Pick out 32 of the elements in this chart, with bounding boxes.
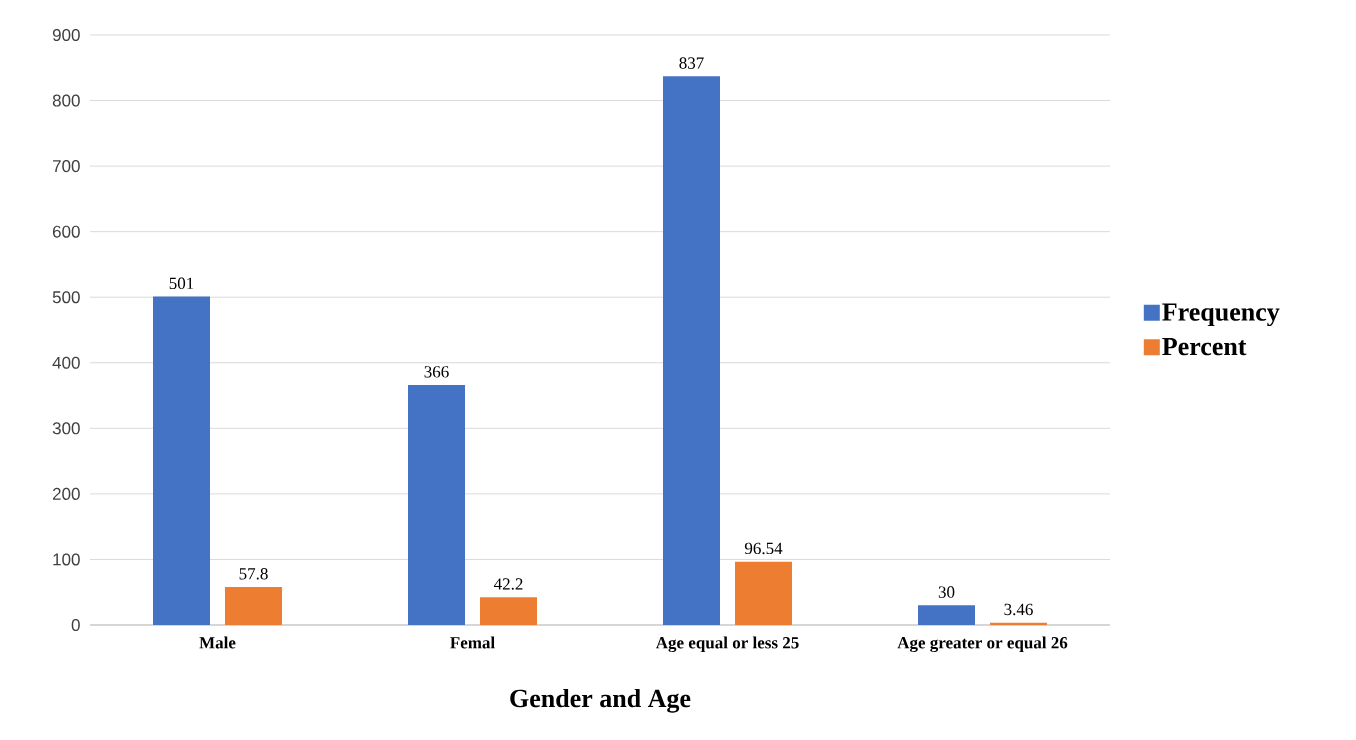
data-label: 366	[424, 366, 449, 378]
bar	[663, 76, 721, 625]
data-label: 501	[169, 277, 194, 290]
bar	[735, 561, 793, 625]
x-tick-label: Male	[199, 636, 236, 649]
y-tick-label: 600	[52, 225, 80, 238]
x-tick-label: Age greater or equal 26	[897, 636, 1068, 653]
bar	[480, 597, 538, 625]
bar	[225, 587, 282, 625]
data-label: 837	[679, 57, 704, 69]
bar	[408, 385, 465, 625]
x-tick-label: Femal	[450, 636, 495, 649]
y-tick-label: 500	[52, 291, 80, 304]
y-tick-label: 300	[52, 422, 80, 435]
y-tick-label: 800	[52, 94, 80, 107]
y-tick-label: 200	[52, 487, 80, 500]
bar	[153, 296, 210, 625]
data-label: 96.54	[744, 542, 783, 555]
data-label: 42.2	[493, 578, 523, 590]
legend-label: Percent	[1162, 337, 1247, 356]
data-label: 57.8	[239, 568, 268, 580]
legend-label: Frequency	[1162, 303, 1280, 327]
y-tick-label: 900	[52, 28, 80, 42]
x-axis-title: Gender and Age	[510, 688, 691, 713]
x-tick-label: Age equal or less 25	[655, 636, 799, 653]
data-label: 30	[938, 586, 955, 598]
data-label: 3.46	[1004, 603, 1033, 616]
y-tick-label: 700	[52, 160, 80, 173]
y-tick-label: 100	[53, 553, 80, 566]
bar	[918, 605, 976, 625]
y-tick-label: 0	[71, 618, 80, 632]
y-tick-label: 400	[52, 356, 80, 369]
